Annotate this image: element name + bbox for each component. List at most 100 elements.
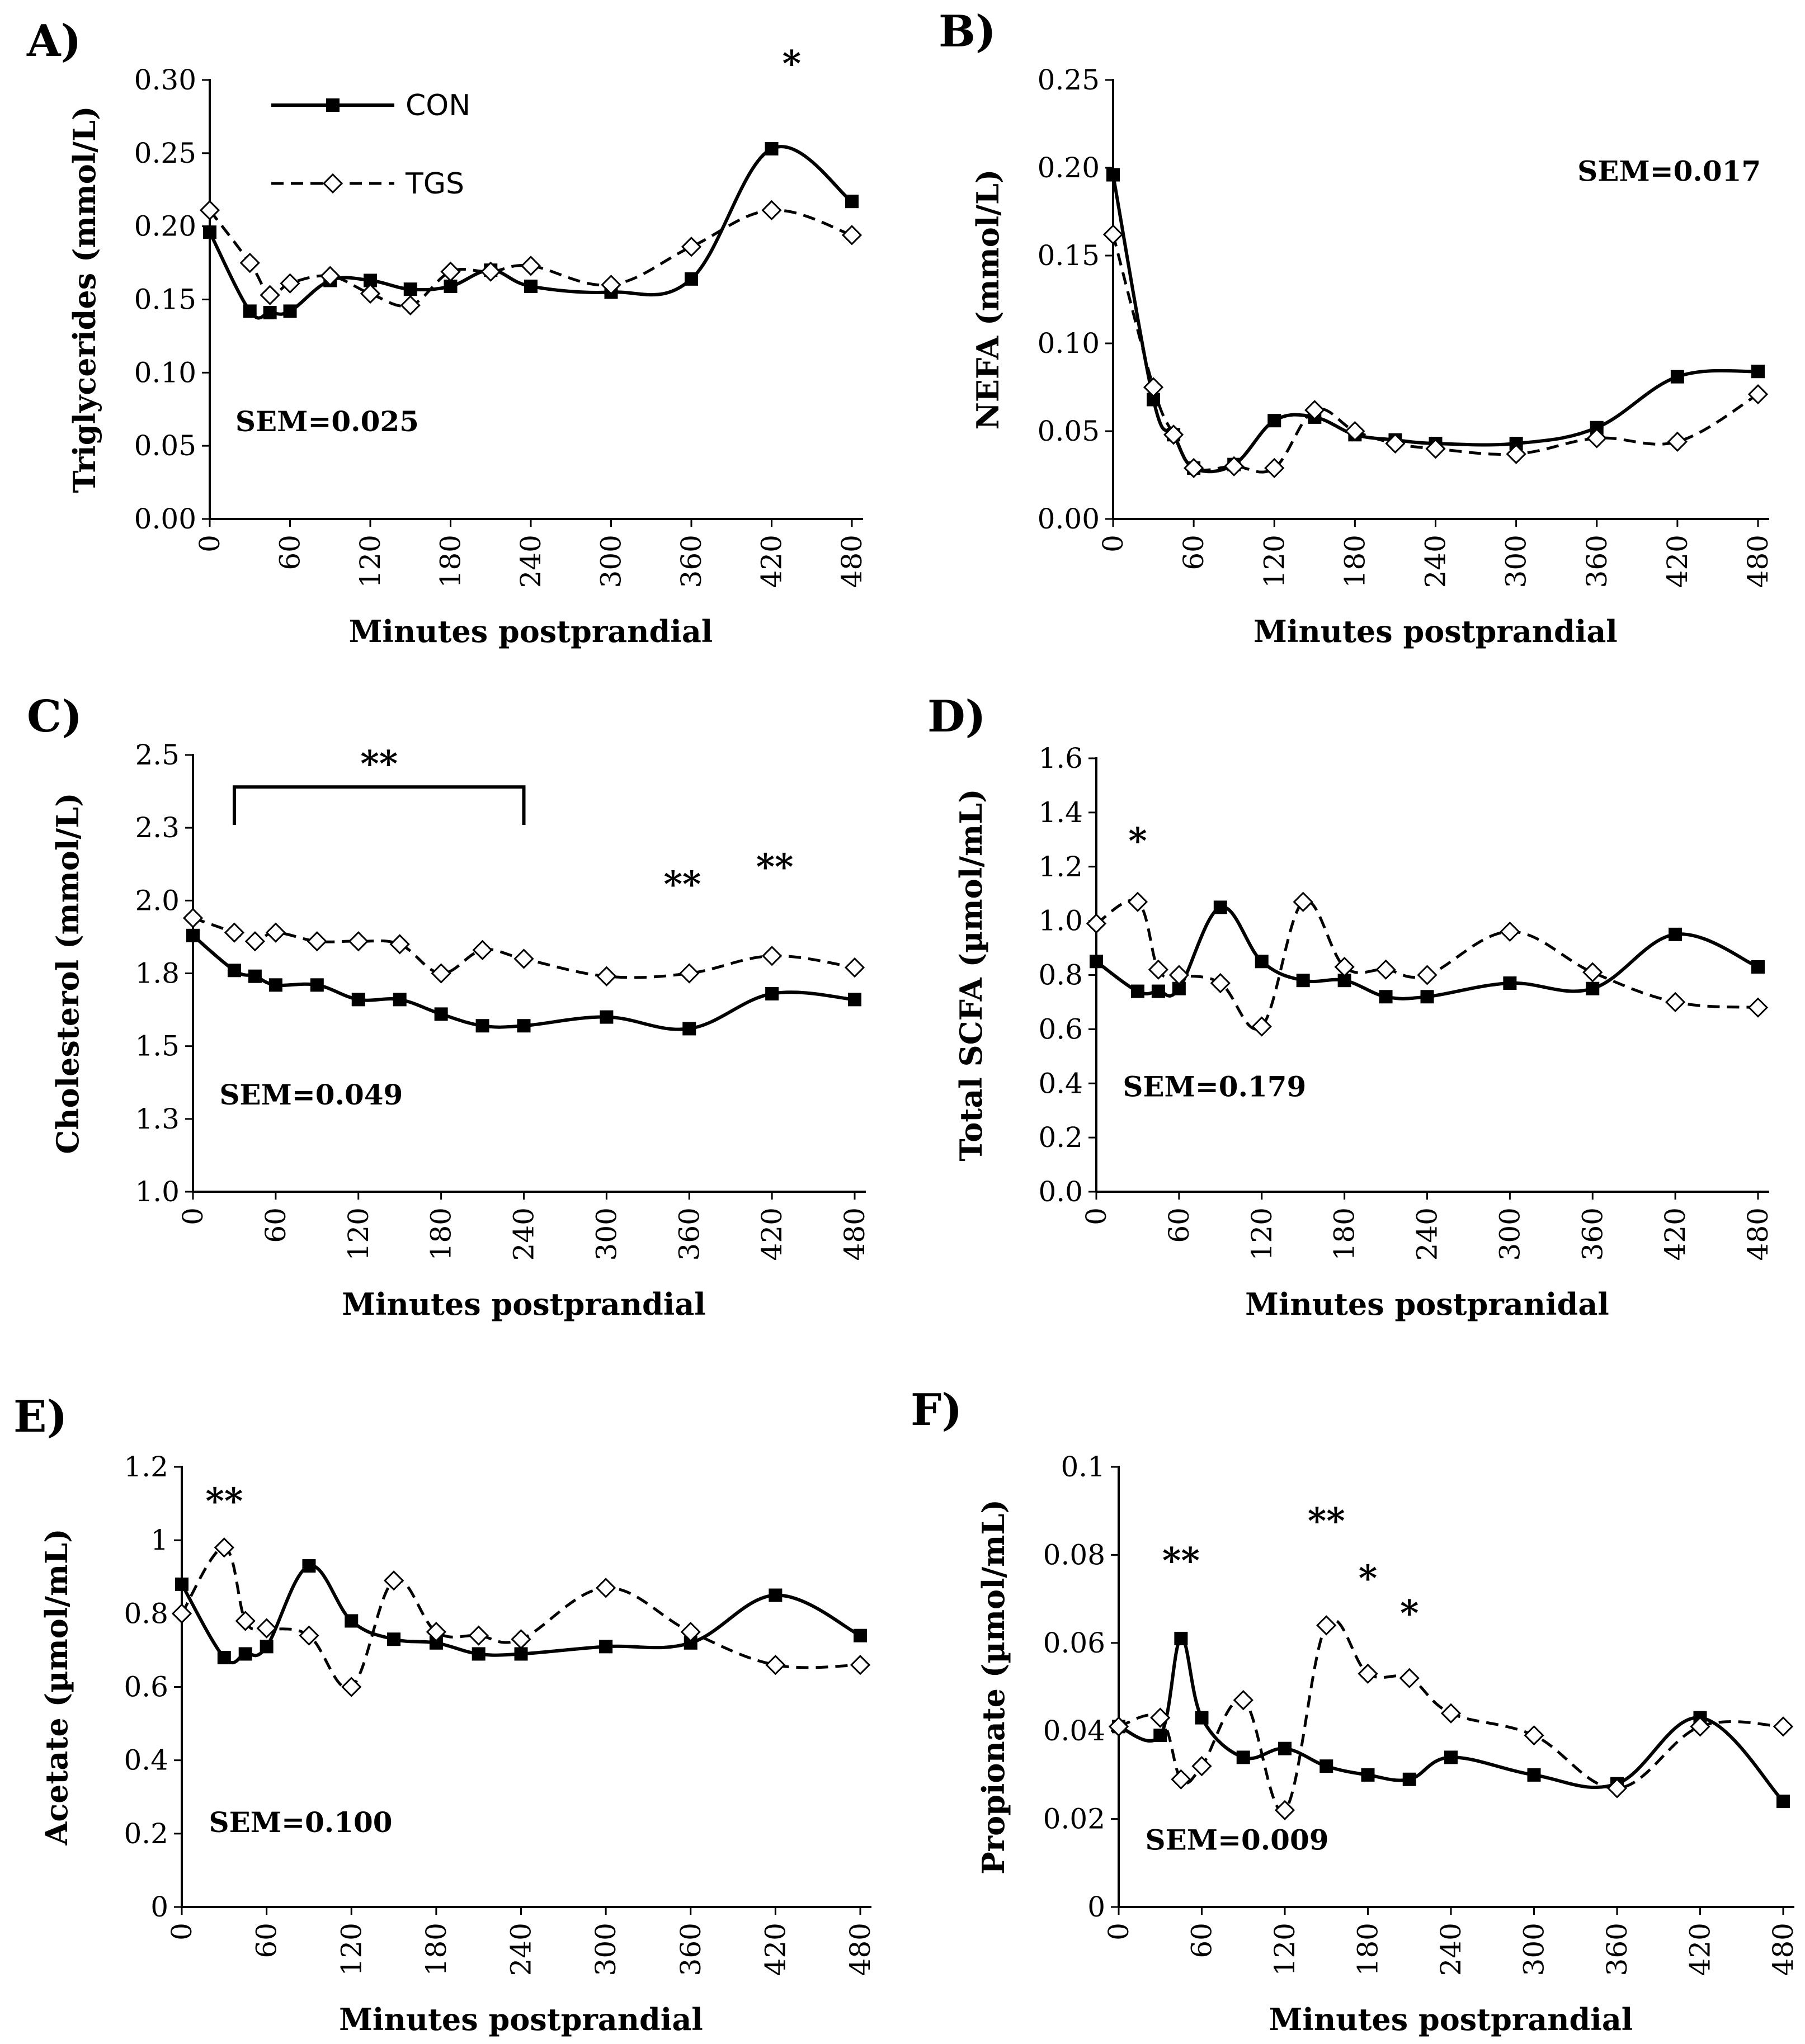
tgs-marker <box>1264 457 1285 479</box>
y-axis-title: Acetate (µmol/mL) <box>39 1528 74 1845</box>
tgs-marker <box>299 1625 319 1646</box>
y-tick-label: 0.25 <box>134 137 196 169</box>
x-tick-label: 480 <box>1742 535 1774 588</box>
significance-marker: ** <box>1308 1500 1345 1542</box>
chart-panel-c: C) 1.0 1.3 1.5 1.8 2.0 2.3 2.5 0 60 120 180 240 300 36… <box>27 691 871 1322</box>
tgs-marker <box>1210 973 1231 994</box>
y-axis-title: Triglycerides (mmol/L) <box>67 106 102 493</box>
significance-marker: * <box>1359 1557 1377 1599</box>
tgs-marker <box>1316 1615 1337 1636</box>
con-marker <box>1130 984 1144 998</box>
series-line-tgs <box>1111 234 1759 474</box>
tgs-marker <box>468 1625 489 1646</box>
y-tick-label: 0.10 <box>134 356 196 389</box>
x-axis-title: Minutes postprandial <box>349 613 713 649</box>
x-tick-label: 0 <box>194 535 226 553</box>
tgs-marker <box>1524 1725 1544 1746</box>
panel-label: A) <box>26 16 81 67</box>
con-marker <box>444 279 458 293</box>
series-line-tgs <box>1095 899 1759 1031</box>
x-tick-label: 240 <box>505 1923 538 1976</box>
tgs-marker <box>761 200 782 221</box>
y-tick-label: 1.5 <box>135 1030 180 1063</box>
con-marker <box>1255 955 1269 969</box>
tgs-marker <box>440 261 461 282</box>
tgs-marker <box>171 1603 192 1624</box>
tgs-marker <box>1108 1716 1129 1737</box>
y-tick-label: 0.15 <box>134 284 196 316</box>
y-tick-label: 2.3 <box>135 811 180 844</box>
con-marker <box>682 1022 696 1036</box>
chart-panel-b: B) 0.00 0.05 0.10 0.15 0.20 0.25 0 60 120 180 240 30… <box>939 6 1774 649</box>
x-tick-label: 420 <box>1684 1923 1717 1976</box>
y-tick-label: 0.05 <box>1038 415 1100 447</box>
tgs-marker <box>383 1570 404 1591</box>
tgs-marker <box>1606 1778 1628 1798</box>
con-marker <box>514 1647 528 1661</box>
y-tick-label: 0.15 <box>1038 239 1100 272</box>
x-tick-label: 360 <box>675 535 708 588</box>
x-tick-label: 240 <box>1420 535 1452 588</box>
y-tick-label: 0.6 <box>1038 1013 1083 1045</box>
tgs-marker <box>1667 431 1688 452</box>
y-tick-label: 1.0 <box>135 1176 180 1208</box>
tgs-marker <box>348 931 369 952</box>
sem-annotation: SEM=0.100 <box>209 1806 393 1839</box>
y-tick-label: 0.20 <box>134 210 196 243</box>
con-marker <box>351 993 365 1007</box>
y-tick-label: 1.8 <box>135 957 180 990</box>
con-marker <box>434 1007 448 1021</box>
con-marker <box>1106 168 1120 182</box>
tgs-marker <box>596 966 617 986</box>
tgs-marker <box>1143 377 1164 398</box>
tgs-marker <box>1500 921 1520 942</box>
x-tick-label: 480 <box>1742 1207 1774 1261</box>
y-tick-label: 1.2 <box>1038 851 1083 883</box>
tgs-marker <box>1293 891 1313 912</box>
tgs-marker <box>265 922 286 943</box>
con-marker <box>248 969 262 983</box>
y-tick-label: 0.2 <box>124 1818 168 1850</box>
tgs-marker <box>596 1578 616 1598</box>
x-axis-title: Minutes postpranidal <box>1245 1286 1609 1322</box>
chart-panel-e: E) 0 0.2 0.4 0.6 0.8 1 1.2 0 60 120 180 240 300 360 420… <box>13 1391 876 2037</box>
x-tick-label: 240 <box>508 1207 540 1261</box>
con-marker <box>243 304 257 318</box>
con-marker <box>393 993 407 1007</box>
series-line-tgs <box>192 917 855 979</box>
con-marker <box>769 1588 783 1602</box>
tgs-marker <box>1334 956 1355 978</box>
x-tick-label: 180 <box>1328 1207 1361 1261</box>
con-marker <box>186 928 200 942</box>
panel-label: F) <box>911 1385 962 1436</box>
con-marker <box>1319 1759 1333 1773</box>
x-tick-label: 120 <box>342 1207 375 1261</box>
tgs-marker <box>244 931 266 952</box>
con-marker <box>600 1010 614 1024</box>
y-tick-label: 0.6 <box>124 1671 168 1703</box>
x-tick-label: 480 <box>1767 1923 1799 1976</box>
y-tick-label: 0.2 <box>1038 1121 1083 1154</box>
y-tick-label: 1 <box>150 1524 168 1556</box>
con-marker <box>472 1647 486 1661</box>
sem-annotation: SEM=0.017 <box>1577 155 1761 188</box>
tgs-marker <box>199 200 220 221</box>
con-marker <box>403 282 417 296</box>
significance-marker: ** <box>1162 1540 1200 1582</box>
tgs-marker <box>360 283 381 304</box>
tgs-marker <box>765 1655 786 1675</box>
x-tick-label: 300 <box>1500 535 1533 588</box>
sem-annotation: SEM=0.009 <box>1146 1824 1329 1857</box>
x-tick-label: 120 <box>1258 535 1290 588</box>
y-tick-label: 1.3 <box>135 1103 180 1135</box>
tgs-marker <box>1690 1716 1710 1737</box>
y-tick-label: 1.6 <box>1038 742 1083 775</box>
x-tick-label: 120 <box>1246 1207 1278 1261</box>
con-marker <box>1361 1768 1375 1782</box>
con-marker <box>765 141 779 155</box>
con-marker <box>227 964 241 978</box>
con-marker <box>599 1640 613 1654</box>
x-axis-title: Minutes postprandial <box>1253 613 1618 649</box>
tgs-marker <box>389 934 410 955</box>
con-marker <box>1527 1768 1541 1782</box>
